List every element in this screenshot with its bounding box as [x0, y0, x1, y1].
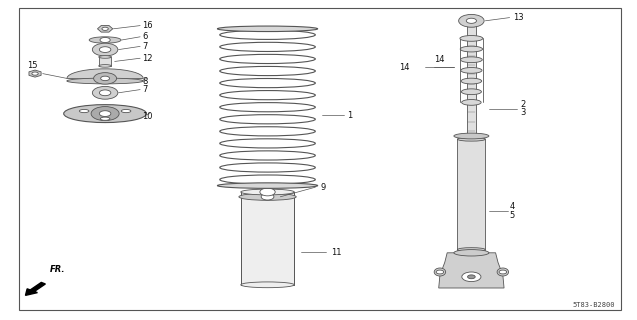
Ellipse shape: [461, 68, 482, 73]
Ellipse shape: [454, 133, 489, 139]
Ellipse shape: [241, 189, 294, 195]
Text: 2: 2: [520, 100, 526, 108]
Ellipse shape: [434, 268, 446, 276]
Text: 5: 5: [510, 211, 515, 220]
Ellipse shape: [461, 89, 482, 95]
Ellipse shape: [121, 109, 131, 113]
Bar: [467, 21, 476, 134]
Bar: [457, 139, 485, 250]
Text: 3: 3: [520, 108, 526, 117]
Ellipse shape: [457, 137, 485, 141]
Circle shape: [499, 270, 506, 274]
Bar: [99, 57, 111, 66]
Text: 7: 7: [142, 85, 147, 94]
Text: 10: 10: [142, 112, 152, 121]
Ellipse shape: [99, 65, 111, 67]
Circle shape: [92, 43, 118, 56]
Text: 4: 4: [510, 202, 515, 211]
Text: 13: 13: [513, 13, 524, 22]
Ellipse shape: [239, 193, 296, 200]
Ellipse shape: [497, 268, 508, 276]
Bar: [241, 192, 294, 285]
Circle shape: [94, 73, 117, 84]
Ellipse shape: [80, 109, 89, 113]
Circle shape: [468, 275, 475, 279]
Circle shape: [102, 27, 108, 30]
Ellipse shape: [461, 78, 482, 84]
Circle shape: [459, 14, 484, 27]
Text: 15: 15: [27, 61, 37, 70]
Polygon shape: [439, 253, 504, 288]
Ellipse shape: [89, 37, 121, 43]
Ellipse shape: [241, 282, 294, 288]
Circle shape: [99, 90, 111, 96]
Circle shape: [100, 37, 110, 43]
Circle shape: [466, 18, 476, 23]
Circle shape: [436, 270, 444, 274]
Circle shape: [32, 72, 38, 75]
Ellipse shape: [457, 248, 485, 252]
Circle shape: [99, 111, 111, 116]
Text: 8: 8: [142, 77, 147, 86]
Polygon shape: [29, 70, 41, 77]
Text: 16: 16: [142, 21, 153, 30]
Text: 12: 12: [142, 54, 152, 63]
Ellipse shape: [217, 183, 318, 188]
Ellipse shape: [67, 78, 143, 84]
Ellipse shape: [217, 26, 318, 32]
Text: 9: 9: [320, 183, 326, 192]
Text: 14: 14: [434, 55, 445, 64]
Ellipse shape: [462, 100, 481, 105]
Circle shape: [260, 188, 275, 196]
Polygon shape: [97, 26, 113, 32]
FancyArrow shape: [25, 283, 45, 295]
Text: 5T83-B2800: 5T83-B2800: [572, 302, 615, 308]
Text: 7: 7: [142, 42, 147, 51]
Circle shape: [261, 194, 274, 200]
Polygon shape: [67, 69, 143, 81]
Ellipse shape: [454, 250, 489, 256]
Text: 11: 11: [331, 248, 341, 257]
Ellipse shape: [460, 36, 483, 41]
Ellipse shape: [64, 105, 147, 123]
Circle shape: [99, 47, 111, 52]
Circle shape: [101, 76, 110, 81]
Text: 14: 14: [399, 63, 410, 72]
Circle shape: [92, 86, 118, 99]
Text: FR.: FR.: [50, 265, 65, 274]
Text: 6: 6: [142, 32, 147, 41]
Circle shape: [462, 272, 481, 282]
Ellipse shape: [101, 117, 110, 120]
Ellipse shape: [99, 56, 111, 58]
Ellipse shape: [460, 46, 483, 52]
Text: 1: 1: [347, 110, 352, 120]
Circle shape: [91, 107, 119, 121]
Ellipse shape: [461, 57, 482, 63]
